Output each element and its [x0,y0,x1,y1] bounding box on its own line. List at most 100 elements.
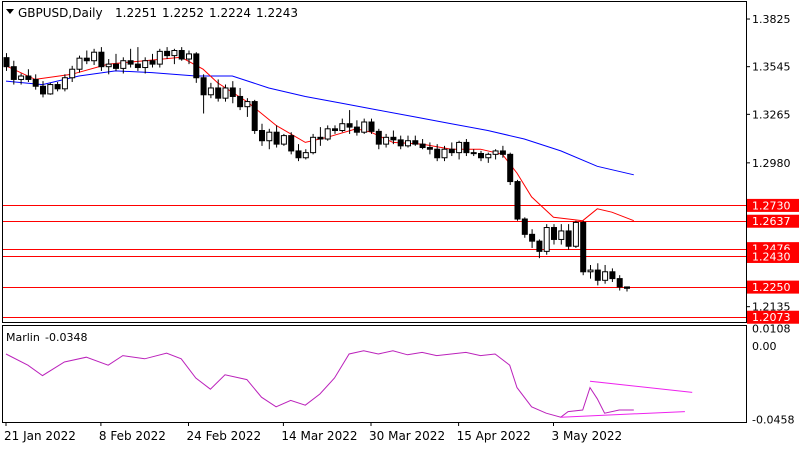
level-price-label: 1.2073 [747,310,799,324]
bull-candle-body [120,60,127,69]
price-axis-label: 1.2980 [752,157,791,170]
bear-candle-body [295,150,302,159]
candle [222,84,229,102]
candle [18,73,25,85]
bear-candle-body [317,136,324,140]
indicator-value: -0.0348 [45,331,87,344]
candle [207,82,214,99]
bear-candle-body [565,230,572,247]
candle [332,125,338,134]
bear-candle-body [521,218,528,235]
price-axis-label: 1.3265 [752,108,791,121]
indicator-axis-label: 0.0108 [752,323,791,336]
candle [164,47,171,60]
candle [485,152,492,163]
bear-candle-body [164,50,171,57]
bear-candle-body [609,271,616,280]
bear-candle-body [390,136,397,141]
bear-candle-body [32,78,39,87]
bear-candle-body [478,152,484,159]
bull-candle-body [61,77,68,90]
candle [317,127,324,146]
indicator-axis: 0.0108 0.00 -0.0458 [752,323,794,427]
bear-candle-body [113,63,119,69]
level-label-bg [747,249,799,263]
bear-candle-body [134,63,141,69]
bear-candle-body [426,147,433,150]
bear-candle-body [193,53,200,79]
date-axis-label: 3 May 2022 [552,429,623,443]
bull-candle-body [171,50,178,57]
bear-candle-body [237,95,244,108]
bull-candle-body [280,135,287,145]
level-price-label: 1.2730 [747,198,799,212]
bear-candle-body [178,50,185,60]
candle [171,48,178,65]
candle [521,217,528,238]
date-axis-label: 15 Apr 2022 [457,429,531,443]
bull-candle-body [156,50,163,65]
collapse-arrow-icon[interactable] [6,9,14,14]
bull-candle-body [587,269,594,273]
bear-candle-body [127,60,134,65]
indicator-pane-frame [2,325,747,423]
candle [178,47,185,61]
candle [193,52,200,83]
date-axis-label: 21 Jan 2022 [4,429,76,443]
bear-candle-body [251,101,258,132]
bull-candle-body [105,63,112,68]
candle [302,149,309,160]
candle [383,133,390,148]
bear-candle-body [624,286,630,289]
candle [463,139,470,157]
price-axis[interactable]: 1.3825 1.3545 1.3265 1.2980 1.2135 [746,13,791,314]
bull-candle-body [558,230,565,240]
candle [120,57,127,74]
date-axis-label: 14 Mar 2022 [281,429,357,443]
candle [288,132,295,155]
candle [259,123,265,146]
candle [353,120,360,136]
bear-candle-body [507,153,514,183]
date-axis[interactable]: 21 Jan 2022 8 Feb 2022 24 Feb 2022 14 Mar 2… [4,422,622,443]
bull-candle-body [47,84,54,95]
lower-trendline [560,411,685,418]
candle [397,135,404,150]
candle [134,47,141,71]
bear-candle-body [288,135,295,152]
bear-candle-body [470,152,477,155]
bear-candle-body [40,85,46,95]
candle [149,53,156,68]
candle [426,142,433,155]
price-axis-label: 1.3825 [752,13,791,26]
candle [295,144,302,162]
level-label-bg [747,214,799,228]
candle [616,275,623,291]
bear-candle-body [98,51,105,68]
date-axis-label: 24 Feb 2022 [187,429,262,443]
candle [368,118,375,134]
candle [419,139,426,150]
bull-candle-body [405,140,411,147]
bear-candle-body [215,87,222,99]
candle [3,53,10,71]
candle [215,79,222,102]
candle [25,69,32,82]
level-label-text: 1.2073 [752,311,791,324]
bull-candle-body [485,153,492,159]
level-label-text: 1.2730 [752,199,791,212]
candle [543,224,550,255]
bull-candle-body [324,128,331,140]
bull-candle-body [456,141,463,154]
bear-candle-body [149,60,156,65]
price-axis-label: 1.3545 [752,61,791,74]
candle [587,264,594,279]
candle [492,149,499,160]
bull-candle-body [76,57,83,70]
divergence-trendlines [560,380,693,418]
candle [529,229,536,248]
bull-candle-body [244,101,251,108]
bull-candle-body [142,60,149,69]
